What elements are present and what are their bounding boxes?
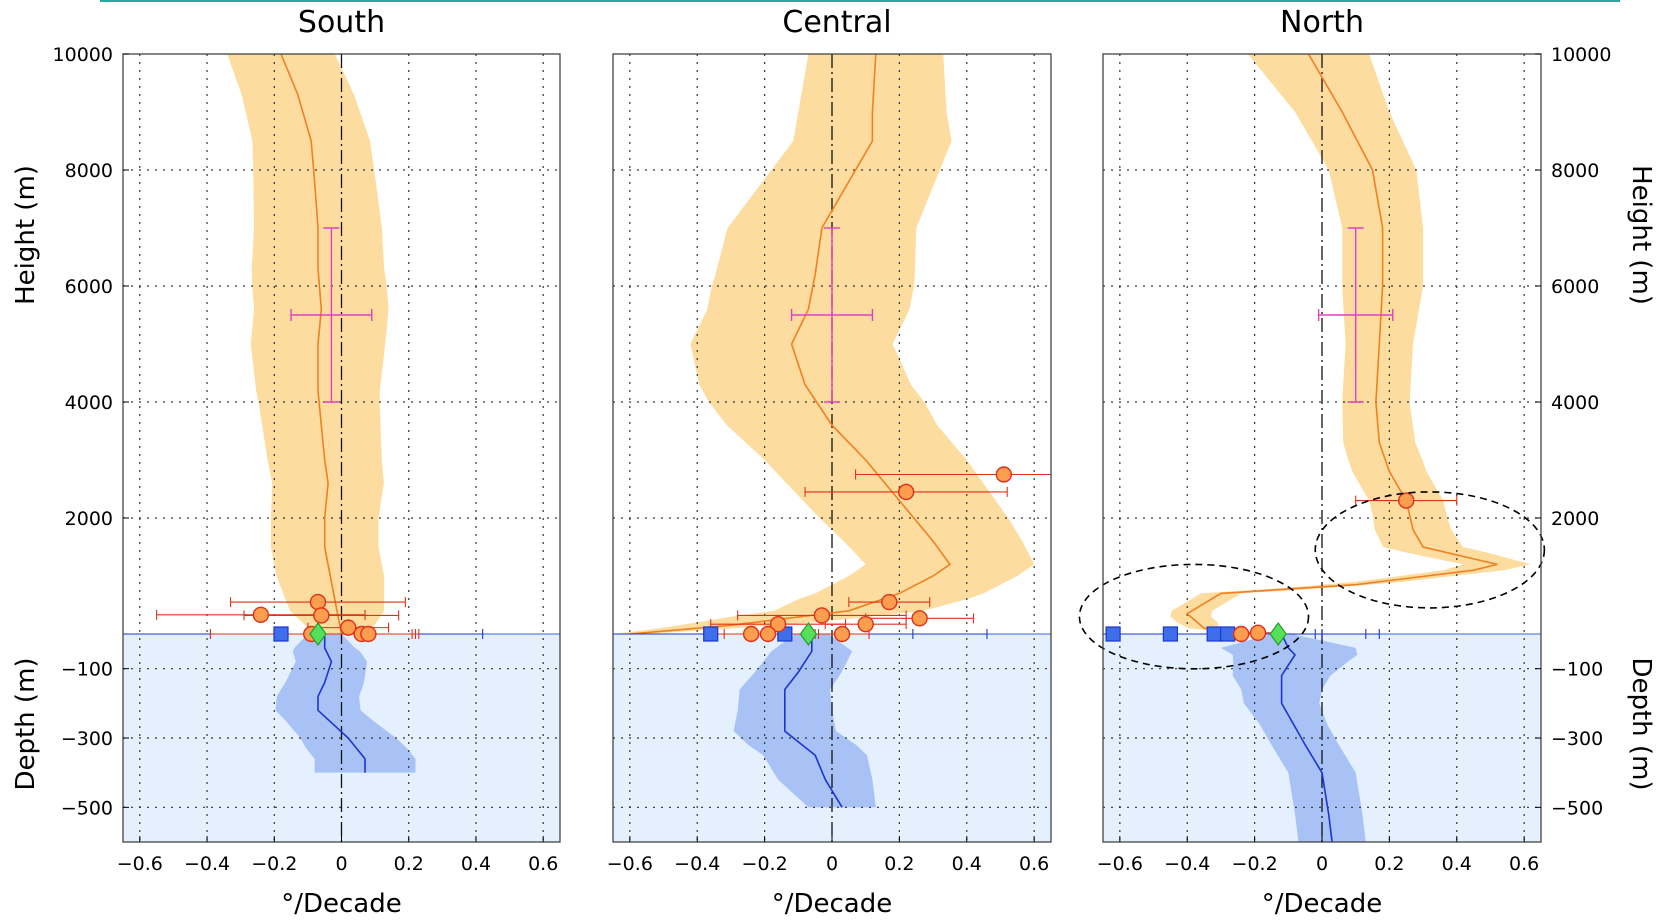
- square-marker: [1105, 626, 1121, 642]
- square-marker: [703, 626, 719, 642]
- panel-south: −0.6 −0.4 −0.2 0 0.2 0.4 0.6 °/Decade South 2000 4…: [53, 5, 561, 919]
- depth-axis-label-left: Depth (m): [11, 657, 41, 790]
- circle-marker: [833, 625, 851, 643]
- depth-tick-label: −300: [1551, 728, 1603, 750]
- x-axis-label: °/Decade: [281, 889, 402, 919]
- x-tick-label: −0.2: [1232, 853, 1278, 875]
- circle-marker: [759, 625, 777, 643]
- atmosphere-uncertainty-band: [227, 54, 389, 634]
- panel-north: −0.6 −0.4 −0.2 0 0.2 0.4 0.6 °/Decade North 2000 4…: [1078, 5, 1611, 919]
- square-marker: [1206, 626, 1222, 642]
- ocean-trend-line: [1280, 633, 1333, 842]
- diamond-marker: [309, 621, 327, 647]
- circle-marker: [360, 625, 377, 643]
- circle-marker: [897, 483, 915, 501]
- x-tick-label: 0.4: [952, 853, 982, 875]
- x-tick-label: 0.2: [394, 853, 424, 875]
- x-tick-label: −0.6: [1097, 853, 1143, 875]
- x-tick-label: 0: [1316, 853, 1328, 875]
- circle-marker: [881, 593, 898, 611]
- x-tick-label: −0.2: [251, 853, 297, 875]
- x-tick-label: 0.6: [528, 853, 558, 875]
- height-axis-label-right: Height (m): [1626, 165, 1656, 305]
- circle-marker: [1232, 625, 1250, 643]
- ocean-uncertainty-band: [1220, 634, 1366, 842]
- circle-marker: [995, 466, 1013, 483]
- ocean-uncertainty-band: [733, 634, 876, 808]
- circle-marker: [313, 607, 330, 624]
- diamond-marker: [799, 621, 818, 647]
- x-tick-label: 0: [335, 853, 347, 875]
- x-tick-label: −0.4: [1164, 853, 1210, 875]
- height-tick-label: 10000: [53, 44, 113, 66]
- x-tick-label: −0.2: [742, 853, 788, 875]
- atmosphere-uncertainty-band: [613, 54, 1035, 634]
- x-tick-label: 0.4: [1442, 853, 1472, 875]
- x-tick-label: 0.2: [1374, 853, 1404, 875]
- panel-title: North: [1280, 5, 1364, 40]
- depth-tick-label: −500: [1551, 797, 1603, 819]
- highlight-ellipse: [1314, 491, 1546, 609]
- panel-title: South: [298, 5, 385, 40]
- panel-plot-area: [1103, 54, 1541, 842]
- height-tick-label: 4000: [65, 392, 113, 414]
- height-tick-label: 6000: [1551, 276, 1599, 298]
- circle-marker: [911, 610, 928, 627]
- x-tick-label: 0.2: [884, 853, 914, 875]
- height-tick-label: 2000: [1551, 508, 1599, 530]
- x-tick-label: 0.4: [461, 853, 491, 875]
- x-axis-label: °/Decade: [772, 889, 893, 919]
- circle-marker: [857, 615, 874, 633]
- square-marker: [1162, 626, 1178, 642]
- depth-tick-label: −100: [1551, 659, 1603, 681]
- height-tick-label: 4000: [1551, 392, 1599, 414]
- depth-tick-label: −300: [61, 728, 113, 750]
- atmosphere-trend-line: [280, 54, 343, 635]
- circle-marker: [340, 619, 357, 636]
- depth-axis-label-right: Depth (m): [1626, 657, 1656, 790]
- panel-plot-area: [613, 54, 1051, 842]
- x-tick-label: 0: [826, 853, 838, 875]
- square-marker: [1220, 626, 1236, 642]
- panel-central: −0.6 −0.4 −0.2 0 0.2 0.4 0.6 °/Decade Central: [607, 5, 1052, 919]
- panels: −0.6 −0.4 −0.2 0 0.2 0.4 0.6 °/Decade South 2000 4…: [53, 5, 1612, 919]
- square-marker: [273, 626, 289, 642]
- height-tick-label: 10000: [1551, 44, 1611, 66]
- x-tick-label: −0.6: [117, 853, 163, 875]
- ocean-trend-line: [784, 634, 843, 808]
- shared-labels: Height (m) Depth (m) Height (m) Depth (m…: [11, 165, 1656, 790]
- atmosphere-trend-line: [629, 54, 952, 635]
- height-tick-label: 8000: [1551, 160, 1599, 182]
- circle-marker: [742, 625, 760, 643]
- diamond-marker: [1269, 621, 1287, 647]
- panel-plot-area: [123, 54, 560, 842]
- circle-marker: [252, 606, 270, 624]
- x-tick-label: −0.6: [607, 853, 653, 875]
- circle-marker: [309, 593, 327, 611]
- circle-marker: [769, 615, 787, 633]
- circle-marker: [1249, 624, 1267, 642]
- circle-marker: [813, 607, 831, 624]
- depth-tick-label: −500: [61, 797, 113, 819]
- height-tick-label: 8000: [65, 160, 113, 182]
- ocean-trend-line: [317, 634, 366, 773]
- x-tick-label: 0.6: [1019, 853, 1049, 875]
- height-axis-label-left: Height (m): [11, 165, 41, 305]
- depth-tick-label: −100: [61, 659, 113, 681]
- panel-title: Central: [782, 5, 891, 40]
- atmosphere-uncertainty-band: [1170, 54, 1531, 634]
- x-tick-label: −0.4: [674, 853, 720, 875]
- highlight-ellipse: [1078, 563, 1310, 670]
- circle-marker: [1398, 492, 1415, 509]
- x-tick-label: 0.6: [1509, 853, 1539, 875]
- height-tick-label: 6000: [65, 276, 113, 298]
- x-tick-label: −0.4: [184, 853, 230, 875]
- x-axis-label: °/Decade: [1262, 889, 1383, 919]
- height-tick-label: 2000: [65, 508, 113, 530]
